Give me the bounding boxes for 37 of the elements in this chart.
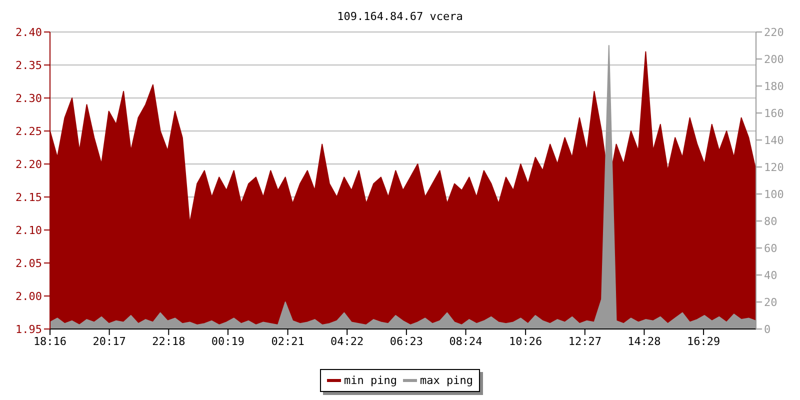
y-tick-label: 2.25 xyxy=(16,124,42,138)
x-tick-label: 10:26 xyxy=(509,334,542,348)
x-tick-label: 18:16 xyxy=(33,334,67,348)
x-tick-label: 12:27 xyxy=(568,334,602,348)
x-tick-label: 20:17 xyxy=(92,334,126,348)
y2-tick-label: 220 xyxy=(764,26,784,39)
y-tick-label: 2.20 xyxy=(16,158,42,171)
y2-tick-label: 60 xyxy=(764,242,778,255)
y-tick-label: 2.30 xyxy=(16,92,42,105)
legend-label: max ping xyxy=(420,374,473,387)
y-tick-label: 2.40 xyxy=(16,26,42,39)
legend-label: min ping xyxy=(344,374,397,387)
x-tick-label: 02:21 xyxy=(271,334,304,348)
x-tick-label: 06:23 xyxy=(390,334,423,348)
y-tick-label: 2.10 xyxy=(16,224,42,237)
y-tick-label: 2.35 xyxy=(16,58,42,72)
y2-tick-label: 20 xyxy=(764,296,778,309)
y2-tick-label: 100 xyxy=(764,188,784,201)
x-tick-label: 16:29 xyxy=(686,334,720,348)
y2-tick-label: 180 xyxy=(764,80,784,93)
y2-tick-label: 140 xyxy=(764,134,784,147)
y2-tick-label: 80 xyxy=(764,214,778,228)
y2-tick-label: 160 xyxy=(764,106,784,120)
chart-title: 109.164.84.67 vcera xyxy=(336,9,464,25)
y-tick-label: 2.15 xyxy=(16,190,42,204)
y-tick-label: 2.05 xyxy=(16,256,42,270)
x-tick-label: 08:24 xyxy=(449,334,483,348)
y2-tick-label: 40 xyxy=(764,268,778,282)
y2-tick-label: 0 xyxy=(764,322,771,336)
x-tick-label: 22:18 xyxy=(152,334,186,348)
y-tick-label: 2.00 xyxy=(16,290,42,303)
y2-tick-label: 200 xyxy=(764,52,784,66)
y-tick-label: 1.95 xyxy=(16,322,42,336)
x-tick-label: 00:19 xyxy=(211,334,245,348)
y2-tick-label: 120 xyxy=(764,160,784,174)
x-tick-label: 04:22 xyxy=(330,334,364,348)
x-tick-label: 14:28 xyxy=(628,334,661,348)
